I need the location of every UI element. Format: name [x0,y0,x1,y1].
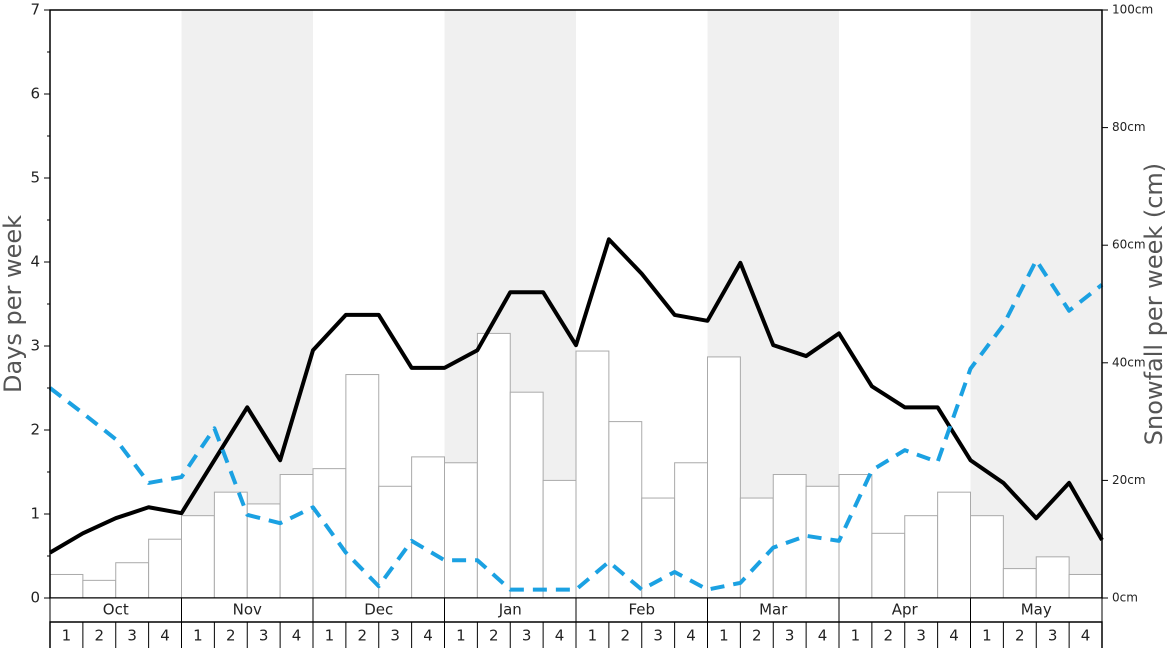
bar [871,532,906,599]
y2-tick-label: 80cm [1112,120,1146,134]
month-band [970,10,1102,598]
month-label: Oct [103,601,129,619]
x-tick-label: 3 [916,627,926,645]
bar [937,491,971,599]
x-tick-label: 4 [555,627,565,645]
x-tick-label: 1 [982,627,992,645]
x-tick-label: 4 [160,627,170,645]
bar [904,515,939,599]
x-tick-label: 3 [522,627,532,645]
bar [49,573,84,599]
y2-tick-label: 0cm [1112,591,1138,605]
x-tick-label: 2 [884,627,894,645]
bar [608,421,643,599]
month-label: Jan [498,601,522,619]
x-tick-label: 3 [785,627,795,645]
x-tick-label: 4 [818,627,828,645]
x-tick-label: 2 [226,627,236,645]
bar [82,579,117,599]
month-label: Dec [364,601,393,619]
y-tick-label: 5 [30,169,40,187]
y-tick-label: 0 [30,589,40,607]
month-label: Apr [892,601,919,619]
x-tick-label: 1 [719,627,729,645]
bar [838,474,873,599]
month-label: May [1021,601,1052,619]
x-tick-label: 3 [390,627,400,645]
y-tick-label: 4 [30,253,40,271]
x-tick-label: 4 [292,627,302,645]
bar [411,456,445,599]
bar [345,374,380,599]
x-tick-label: 4 [949,627,959,645]
month-label: Feb [628,601,655,619]
x-tick-label: 4 [686,627,696,645]
y-tick-label: 2 [30,421,40,439]
bar [213,491,248,599]
bar [970,515,1004,599]
month-label: Mar [759,601,788,619]
bar [707,356,741,599]
y-tick-label: 1 [30,505,40,523]
y-tick-label: 3 [30,337,40,355]
line [48,237,1104,555]
x-tick-label: 1 [588,627,598,645]
line [48,258,1104,592]
x-tick-label: 4 [423,627,433,645]
bar [1035,556,1070,599]
y-axis-title: Days per week [0,215,27,393]
bar [378,485,413,599]
x-tick-label: 1 [325,627,335,645]
x-tick-label: 1 [62,627,72,645]
x-tick-label: 2 [1015,627,1025,645]
bar [181,515,215,599]
bar [115,562,150,599]
x-tick-label: 2 [95,627,105,645]
y-tick-label: 6 [30,85,40,103]
y2-tick-label: 60cm [1112,238,1146,252]
x-tick-label: 3 [127,627,137,645]
y2-tick-label: 20cm [1112,473,1146,487]
bar [575,350,610,599]
bar [444,462,478,599]
x-tick-label: 2 [489,627,499,645]
x-tick-label: 1 [456,627,466,645]
bar [542,479,577,599]
y2-tick-label: 100cm [1112,3,1153,17]
y2-tick-label: 40cm [1112,355,1146,369]
bar [509,391,544,599]
bar [476,332,511,599]
bar [674,462,708,599]
bar [1002,568,1037,599]
month-label: Nov [233,601,262,619]
x-tick-label: 2 [621,627,631,645]
y2-axis-title: Snowfall per week (cm) [1140,163,1168,445]
bar [148,538,182,599]
x-tick-label: 3 [653,627,663,645]
y-tick-label: 7 [30,1,40,19]
x-tick-label: 4 [1081,627,1091,645]
x-tick-label: 1 [851,627,861,645]
x-tick-label: 1 [193,627,203,645]
x-tick-label: 3 [1048,627,1058,645]
x-tick-label: 3 [259,627,269,645]
bar [739,497,774,599]
bar [279,474,314,599]
x-tick-label: 2 [752,627,762,645]
bar [1068,573,1103,599]
x-tick-label: 2 [358,627,368,645]
bar [772,474,807,599]
